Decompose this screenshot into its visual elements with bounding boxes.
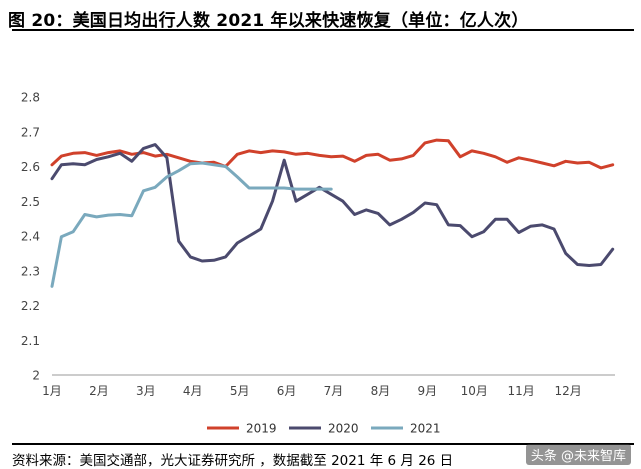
series-line-2020 bbox=[50, 143, 615, 267]
x-tick-label: 1月 bbox=[42, 384, 62, 398]
source-rule bbox=[12, 443, 634, 445]
y-tick-label: 2.3 bbox=[21, 264, 40, 278]
x-tick-label: 9月 bbox=[418, 384, 438, 398]
watermark: 头条 @未来智库 bbox=[525, 444, 631, 465]
x-tick-label: 4月 bbox=[183, 384, 203, 398]
legend-label-2020: 2020 bbox=[328, 422, 359, 436]
legend-label-2019: 2019 bbox=[246, 422, 277, 436]
y-tick-label: 2.8 bbox=[21, 91, 40, 105]
x-tick-label: 3月 bbox=[136, 384, 156, 398]
x-tick-label: 2月 bbox=[89, 384, 109, 398]
x-tick-label: 5月 bbox=[230, 384, 250, 398]
x-tick-label: 10月 bbox=[461, 384, 488, 398]
x-tick-label: 12月 bbox=[554, 384, 581, 398]
x-tick-label: 11月 bbox=[508, 384, 535, 398]
series-line-2021 bbox=[50, 161, 333, 288]
x-tick-label: 7月 bbox=[324, 384, 344, 398]
legend-label-2021: 2021 bbox=[410, 422, 441, 436]
y-tick-label: 2.5 bbox=[21, 195, 40, 209]
y-tick-label: 2.6 bbox=[21, 160, 40, 174]
series-line-2019 bbox=[50, 138, 615, 170]
y-tick-label: 2.7 bbox=[21, 125, 40, 139]
y-tick-label: 2.4 bbox=[21, 230, 40, 244]
y-tick-label: 2 bbox=[32, 369, 40, 383]
y-tick-label: 2.1 bbox=[21, 334, 40, 348]
y-tick-label: 2.2 bbox=[21, 299, 40, 313]
source-note: 资料来源：美国交通部，光大证券研究所 ，数据截至 2021 年 6 月 26 日 bbox=[12, 453, 454, 469]
x-tick-label: 6月 bbox=[277, 384, 297, 398]
chart-title: 图 20：美国日均出行人数 2021 年以来快速恢复（单位：亿人次） bbox=[8, 11, 529, 31]
x-tick-label: 8月 bbox=[371, 384, 391, 398]
title-rule bbox=[12, 29, 634, 31]
